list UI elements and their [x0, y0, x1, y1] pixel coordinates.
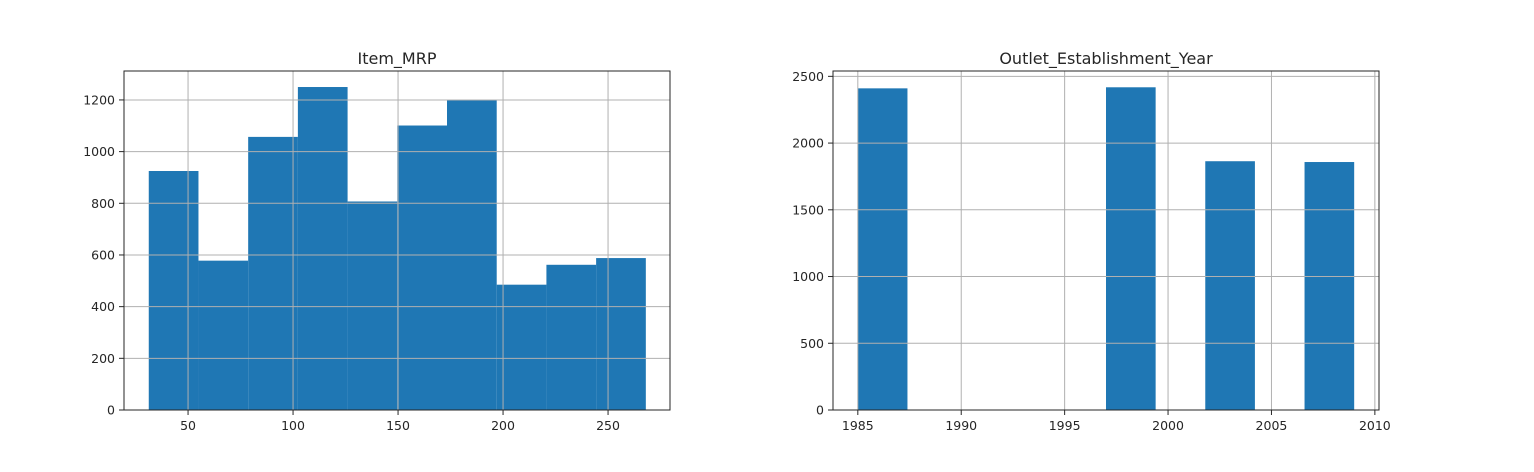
x-tick-label: 150 — [386, 418, 410, 433]
axes-frame — [832, 70, 1380, 411]
y-tick-label: 1000 — [83, 144, 115, 159]
histogram-bar — [297, 87, 348, 411]
histogram-bar — [496, 284, 547, 410]
axes-frame — [123, 70, 671, 411]
chart-title: Item_MRP — [358, 49, 437, 69]
y-tick-label: 0 — [107, 403, 115, 418]
histogram-outlet-establishment-year: Outlet_Establishment_Year 1985 1990 1995 20… — [792, 49, 1391, 433]
histogram-bar — [546, 264, 597, 410]
y-tick-label: 1200 — [83, 92, 115, 107]
x-tick-label: 1985 — [842, 418, 874, 433]
x-tick-label: 2005 — [1256, 418, 1288, 433]
y-tick-label: 0 — [816, 403, 824, 418]
x-tick-label: 50 — [180, 418, 196, 433]
y-tick-label: 500 — [800, 336, 824, 351]
x-tick-label: 2010 — [1359, 418, 1391, 433]
histogram-item-mrp: Item_MRP 50 100 150 200 250 0 200 400 600 800 1000… — [83, 49, 671, 433]
histogram-bar — [1304, 162, 1355, 410]
histogram-bar — [1205, 161, 1255, 410]
y-tick-label: 200 — [91, 351, 115, 366]
y-tick-label: 2500 — [792, 69, 824, 84]
y-tick-label: 2000 — [792, 136, 824, 151]
histogram-bar — [1106, 87, 1156, 410]
y-tick-label: 1500 — [792, 202, 824, 217]
histogram-bar — [397, 125, 448, 411]
histogram-bar — [148, 170, 199, 410]
y-tick-label: 400 — [91, 299, 115, 314]
histogram-bar — [248, 136, 298, 411]
y-tick-label: 600 — [91, 247, 115, 262]
x-tick-label: 2000 — [1152, 418, 1184, 433]
chart-title: Outlet_Establishment_Year — [999, 49, 1213, 69]
x-tick-label: 200 — [491, 418, 515, 433]
histogram-bar — [347, 201, 398, 410]
x-tick-label: 100 — [281, 418, 305, 433]
histogram-bar — [198, 260, 249, 410]
histogram-bar — [857, 88, 908, 410]
x-tick-label: 1995 — [1049, 418, 1081, 433]
x-tick-label: 250 — [596, 418, 620, 433]
y-tick-label: 800 — [91, 196, 115, 211]
histogram-bar — [596, 258, 646, 410]
y-tick-label: 1000 — [792, 269, 824, 284]
x-tick-label: 1990 — [945, 418, 977, 433]
